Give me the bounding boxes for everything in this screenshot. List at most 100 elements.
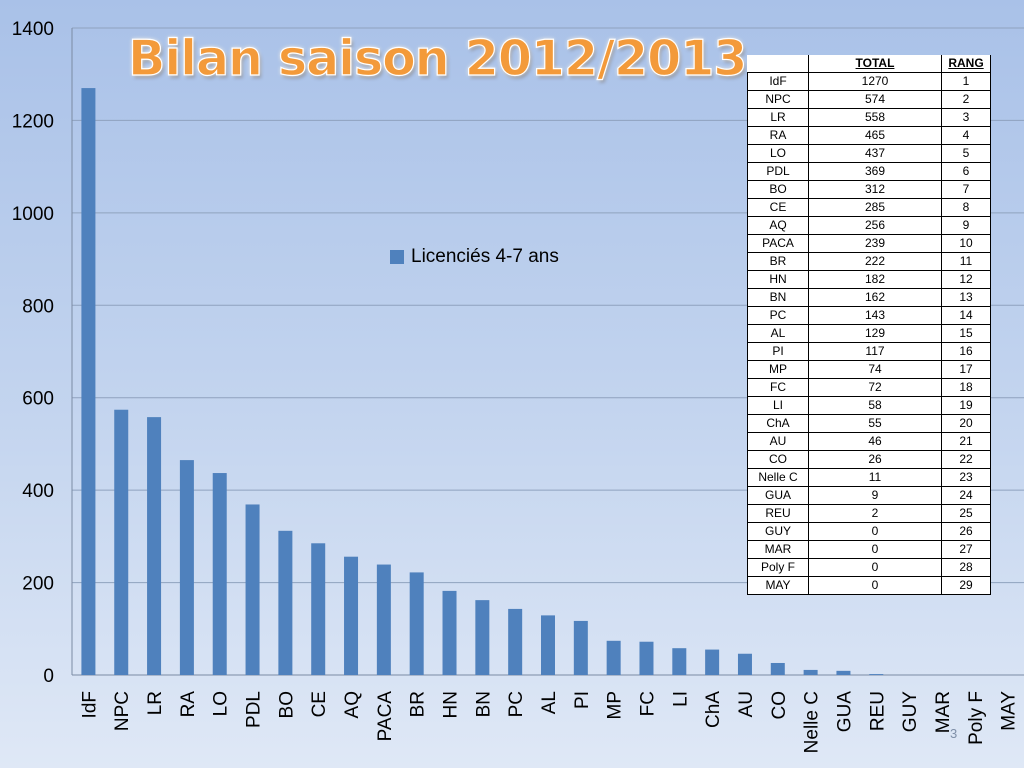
table-cell-total: 239 — [808, 234, 942, 253]
table-cell-name: PDL — [747, 162, 809, 181]
x-tick-label: REU — [867, 691, 888, 731]
table-cell-total: 72 — [808, 378, 942, 397]
x-tick-label: Poly F — [966, 691, 987, 745]
table-cell-rang: 14 — [941, 306, 991, 325]
bar — [836, 670, 851, 675]
table-row: BO 312 7 — [747, 180, 991, 199]
table-cell-rang: 2 — [941, 90, 991, 109]
table-row: PC 143 14 — [747, 306, 991, 325]
bar — [409, 572, 424, 675]
bar — [344, 556, 359, 675]
table-row: PI 117 16 — [747, 342, 991, 361]
x-tick-label: LO — [211, 691, 232, 716]
table-cell-total: 574 — [808, 90, 942, 109]
table-cell-name: CO — [747, 450, 809, 469]
bar — [147, 417, 162, 675]
table-row: PDL 369 6 — [747, 162, 991, 181]
bar — [81, 88, 96, 676]
table-cell-total: 117 — [808, 342, 942, 361]
table-header-rang: RANG — [941, 55, 991, 73]
table-row: REU 2 25 — [747, 504, 991, 523]
legend-swatch — [390, 250, 404, 264]
table-cell-name: ChA — [747, 414, 809, 433]
table-cell-rang: 22 — [941, 450, 991, 469]
bar — [672, 648, 687, 675]
chart-legend: Licenciés 4-7 ans — [390, 246, 559, 268]
y-tick-label: 600 — [22, 389, 54, 410]
table-cell-total: 2 — [808, 504, 942, 523]
bar — [278, 530, 293, 675]
x-tick-label: Nelle C — [802, 691, 823, 753]
table-cell-total: 558 — [808, 108, 942, 127]
table-cell-total: 182 — [808, 270, 942, 289]
table-cell-rang: 6 — [941, 162, 991, 181]
x-tick-label: NPC — [112, 691, 133, 731]
table-cell-total: 26 — [808, 450, 942, 469]
table-cell-total: 0 — [808, 576, 942, 595]
table-cell-name: FC — [747, 378, 809, 397]
table-row: Nelle C 11 23 — [747, 468, 991, 487]
table-cell-rang: 25 — [941, 504, 991, 523]
table-cell-total: 312 — [808, 180, 942, 199]
table-cell-total: 46 — [808, 432, 942, 451]
table-cell-name: MAR — [747, 540, 809, 559]
bar — [376, 564, 391, 675]
x-tick-label: LR — [145, 691, 166, 715]
table-cell-total: 465 — [808, 126, 942, 145]
ranking-table: TOTAL RANG IdF 1270 1 NPC 574 2 LR 558 3 RA 465 4 LO… — [747, 55, 991, 595]
table-cell-total: 1270 — [808, 72, 942, 91]
table-cell-name: CE — [747, 198, 809, 217]
x-tick-label: ChA — [703, 691, 724, 728]
table-row: Poly F 0 28 — [747, 558, 991, 577]
table-cell-name: AQ — [747, 216, 809, 235]
x-tick-label: MAR — [933, 691, 954, 733]
bar — [803, 669, 818, 675]
table-cell-total: 437 — [808, 144, 942, 163]
x-tick-label: PI — [572, 691, 593, 709]
table-row: HN 182 12 — [747, 270, 991, 289]
x-tick-label: BN — [473, 691, 494, 717]
bar — [114, 409, 129, 675]
table-cell-rang: 17 — [941, 360, 991, 379]
bar — [475, 600, 490, 675]
table-cell-name: LI — [747, 396, 809, 415]
table-cell-name: LO — [747, 144, 809, 163]
table-cell-name: BO — [747, 180, 809, 199]
bar — [770, 662, 785, 675]
table-row: NPC 574 2 — [747, 90, 991, 109]
table-cell-rang: 21 — [941, 432, 991, 451]
table-cell-name: IdF — [747, 72, 809, 91]
y-tick-label: 1000 — [12, 204, 54, 225]
x-tick-label: PC — [506, 691, 527, 717]
x-tick-label: AU — [736, 691, 757, 717]
table-cell-name: MP — [747, 360, 809, 379]
x-tick-label: AL — [539, 691, 560, 714]
table-row: CO 26 22 — [747, 450, 991, 469]
x-tick-label: RA — [178, 691, 199, 718]
y-tick-label: 800 — [22, 296, 54, 317]
table-cell-rang: 4 — [941, 126, 991, 145]
y-tick-label: 1400 — [12, 19, 54, 40]
bar — [869, 674, 884, 675]
x-tick-label: CO — [769, 691, 790, 720]
table-row: AQ 256 9 — [747, 216, 991, 235]
table-cell-name: GUY — [747, 522, 809, 541]
table-cell-rang: 10 — [941, 234, 991, 253]
table-cell-name: HN — [747, 270, 809, 289]
table-cell-total: 285 — [808, 198, 942, 217]
table-row: AU 46 21 — [747, 432, 991, 451]
legend-label: Licenciés 4-7 ans — [411, 246, 559, 267]
y-tick-label: 0 — [43, 666, 54, 687]
y-tick-label: 1200 — [12, 111, 54, 132]
bar — [737, 653, 752, 675]
table-cell-rang: 27 — [941, 540, 991, 559]
table-row: LI 58 19 — [747, 396, 991, 415]
table-cell-total: 0 — [808, 558, 942, 577]
x-tick-label: IdF — [79, 691, 100, 718]
bar — [212, 473, 227, 675]
table-cell-rang: 20 — [941, 414, 991, 433]
table-row: CE 285 8 — [747, 198, 991, 217]
table-cell-rang: 11 — [941, 252, 991, 271]
table-cell-name: RA — [747, 126, 809, 145]
